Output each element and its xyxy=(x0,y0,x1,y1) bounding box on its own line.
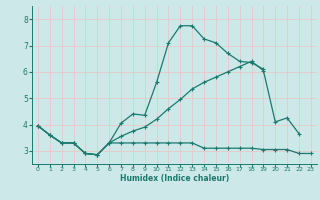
X-axis label: Humidex (Indice chaleur): Humidex (Indice chaleur) xyxy=(120,174,229,183)
